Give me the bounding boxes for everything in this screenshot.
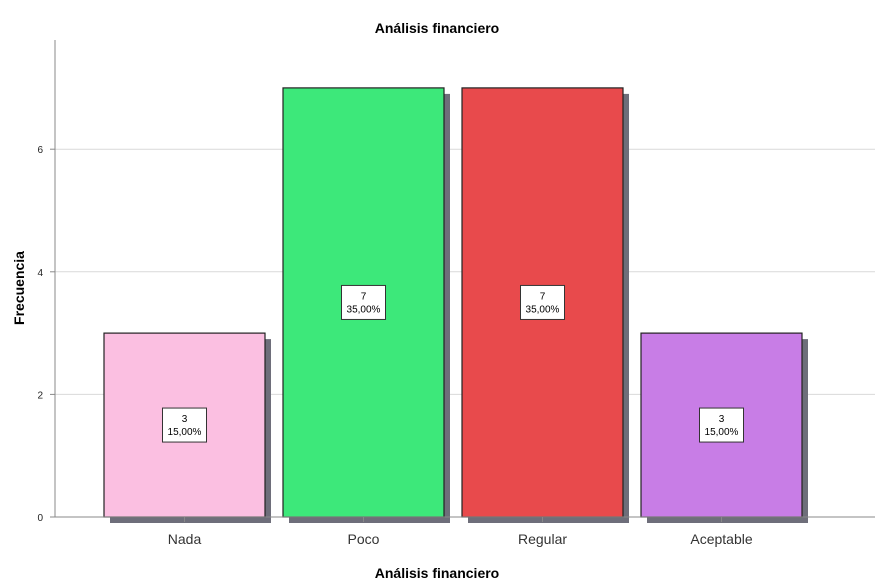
data-label-percent: 35,00% bbox=[347, 304, 381, 315]
data-label-count: 3 bbox=[182, 414, 188, 425]
data-label-box bbox=[699, 407, 744, 443]
x-axis-categories: Nada Poco Regular Aceptable bbox=[168, 517, 753, 547]
x-axis-title: Análisis financiero bbox=[375, 565, 499, 581]
y-tick-label: 0 bbox=[37, 513, 43, 524]
data-label-box bbox=[162, 407, 207, 443]
y-tick-label: 4 bbox=[37, 268, 43, 279]
data-label-count: 7 bbox=[361, 291, 367, 302]
data-label-box bbox=[341, 284, 386, 320]
y-axis-ticks: 0 2 4 6 bbox=[37, 145, 55, 524]
data-label-count: 3 bbox=[719, 414, 725, 425]
chart-title: Análisis financiero bbox=[375, 20, 499, 36]
x-category-label: Regular bbox=[518, 531, 567, 547]
data-label-count: 7 bbox=[540, 291, 546, 302]
y-tick-label: 6 bbox=[37, 145, 43, 156]
y-tick-label: 2 bbox=[37, 390, 43, 401]
x-category-label: Poco bbox=[348, 531, 380, 547]
data-label-percent: 15,00% bbox=[705, 427, 739, 438]
bars: 3 15,00% 7 35,00% 7 35,00% 3 15,00% bbox=[103, 87, 808, 524]
data-label-box bbox=[520, 284, 565, 320]
data-label-percent: 15,00% bbox=[168, 427, 202, 438]
y-axis-title: Frecuencia bbox=[11, 251, 27, 325]
x-category-label: Nada bbox=[168, 531, 202, 547]
x-category-label: Aceptable bbox=[690, 531, 752, 547]
data-label-percent: 35,00% bbox=[526, 304, 560, 315]
